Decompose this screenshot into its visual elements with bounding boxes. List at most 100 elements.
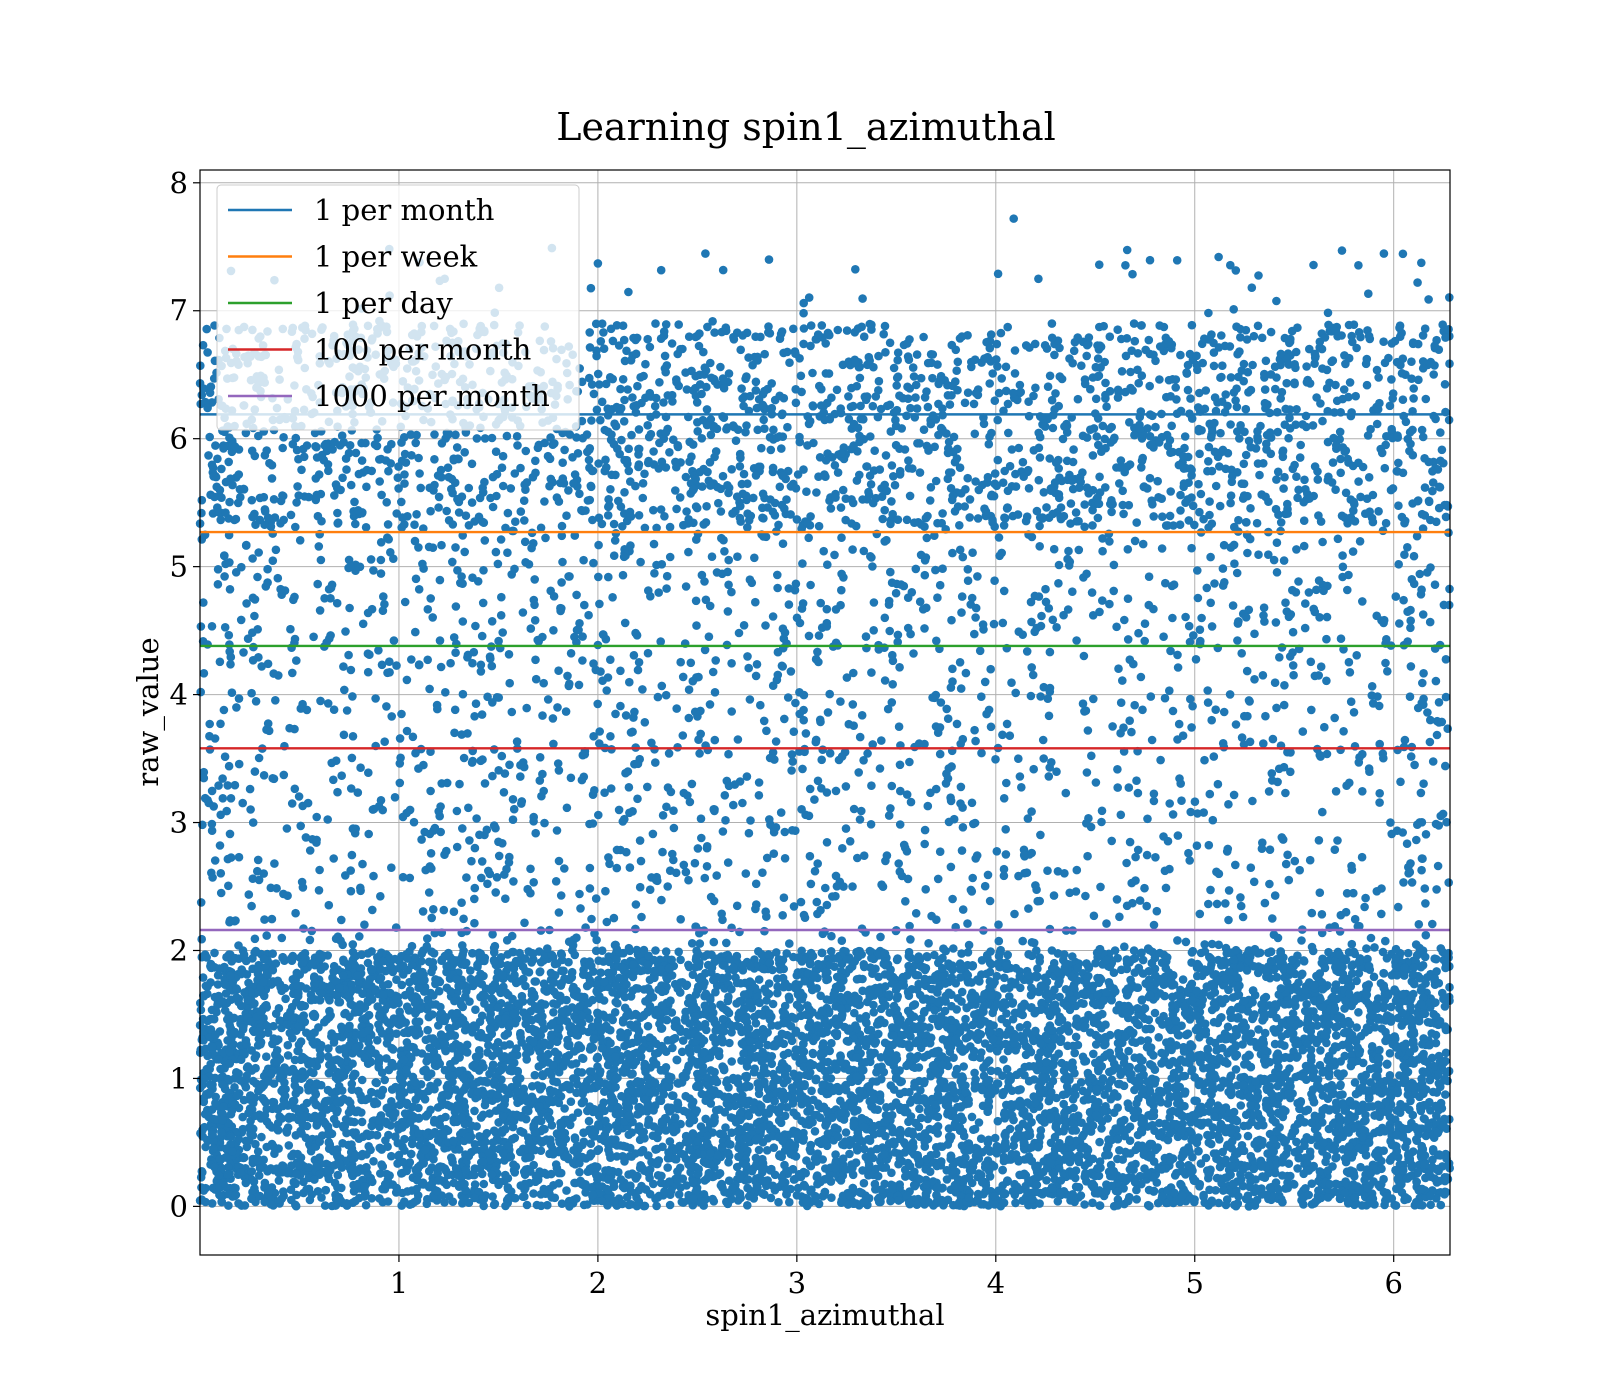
- data-point: [509, 1160, 518, 1169]
- data-point: [557, 950, 567, 960]
- data-point: [1403, 948, 1413, 958]
- data-point: [1125, 1192, 1134, 1202]
- data-point: [578, 1053, 587, 1063]
- data-point: [785, 1197, 794, 1207]
- data-point: [822, 995, 832, 1004]
- data-point: [916, 1113, 926, 1123]
- data-point: [257, 1132, 266, 1142]
- data-point: [1011, 963, 1021, 973]
- data-point: [281, 994, 290, 1004]
- data-point: [963, 948, 973, 957]
- data-point: [1385, 1071, 1395, 1080]
- data-point: [1196, 948, 1206, 958]
- data-point: [423, 1025, 433, 1035]
- data-point: [768, 999, 778, 1009]
- data-point: [1268, 1074, 1278, 1083]
- data-point: [1016, 1067, 1025, 1077]
- data-point: [1033, 964, 1042, 973]
- data-point: [470, 1106, 479, 1116]
- data-point: [566, 1097, 576, 1106]
- data-point: [663, 1163, 672, 1172]
- data-point: [387, 1151, 396, 1161]
- data-point: [477, 1011, 487, 1021]
- data-point: [282, 1128, 292, 1137]
- data-point: [357, 1075, 367, 1085]
- data-point: [1154, 1033, 1163, 1042]
- data-point: [676, 955, 685, 965]
- data-point: [1231, 1065, 1241, 1074]
- data-point: [807, 1086, 816, 1096]
- data-point: [479, 1179, 489, 1189]
- data-point: [1322, 1038, 1331, 1048]
- data-point: [859, 1178, 869, 1188]
- data-point: [723, 972, 732, 982]
- data-point: [884, 990, 894, 999]
- data-point: [977, 1048, 986, 1057]
- data-point: [324, 1174, 334, 1184]
- data-point: [299, 1177, 308, 1187]
- data-point: [529, 1189, 538, 1198]
- data-point: [552, 1129, 562, 1138]
- data-point: [1089, 1049, 1098, 1059]
- data-point: [1381, 1027, 1390, 1037]
- data-point: [530, 1070, 540, 1080]
- data-point: [858, 974, 867, 984]
- data-point: [501, 1170, 510, 1180]
- data-point: [1426, 1200, 1435, 1210]
- data-point: [952, 1064, 962, 1074]
- data-point: [1150, 1008, 1160, 1018]
- data-point: [575, 1167, 584, 1177]
- data-point: [1236, 1101, 1246, 1110]
- data-point: [841, 1128, 851, 1137]
- data-point: [333, 1170, 343, 1180]
- data-point: [234, 1199, 243, 1208]
- data-point: [762, 996, 771, 1005]
- data-point: [880, 1038, 890, 1048]
- data-point: [1228, 993, 1238, 1002]
- data-point: [1027, 951, 1037, 961]
- data-point: [810, 1127, 820, 1136]
- data-point: [727, 1057, 736, 1066]
- data-point: [1170, 1171, 1180, 1180]
- data-point: [480, 999, 489, 1008]
- data-point: [1097, 1124, 1106, 1133]
- data-point: [1132, 1185, 1141, 1195]
- data-point: [1124, 1046, 1133, 1056]
- data-point: [1132, 1099, 1141, 1108]
- data-point: [251, 946, 261, 956]
- chart-title: Learning spin1_azimuthal: [556, 105, 1056, 150]
- data-point: [1201, 1153, 1211, 1163]
- data-point: [284, 1141, 294, 1150]
- data-point: [826, 947, 836, 956]
- data-point: [305, 1195, 315, 1205]
- data-point: [1203, 1044, 1212, 1054]
- data-point: [427, 967, 436, 977]
- data-point: [1191, 1025, 1201, 1035]
- data-point: [383, 1142, 392, 1151]
- data-point: [895, 1089, 905, 1099]
- data-point: [673, 1078, 682, 1088]
- data-point: [530, 977, 539, 986]
- data-point: [369, 1157, 378, 1166]
- data-point: [1303, 1105, 1313, 1115]
- data-point: [678, 1071, 688, 1081]
- data-point: [1116, 1051, 1126, 1061]
- data-point: [745, 977, 755, 986]
- data-point: [754, 975, 764, 984]
- data-point: [678, 1036, 688, 1045]
- data-point: [1072, 1014, 1081, 1023]
- data-point: [1120, 1199, 1129, 1209]
- data-point: [471, 1005, 480, 1014]
- data-point: [818, 1080, 827, 1089]
- data-point: [1299, 957, 1309, 966]
- data-point: [725, 1038, 734, 1048]
- data-point: [1080, 1057, 1089, 1066]
- data-point: [479, 1201, 489, 1211]
- data-point: [392, 975, 401, 984]
- data-point: [769, 1143, 779, 1152]
- data-point: [904, 947, 914, 957]
- data-point: [969, 1125, 978, 1134]
- data-point: [1071, 1032, 1081, 1042]
- data-point: [1140, 1004, 1150, 1013]
- data-point: [436, 1030, 446, 1039]
